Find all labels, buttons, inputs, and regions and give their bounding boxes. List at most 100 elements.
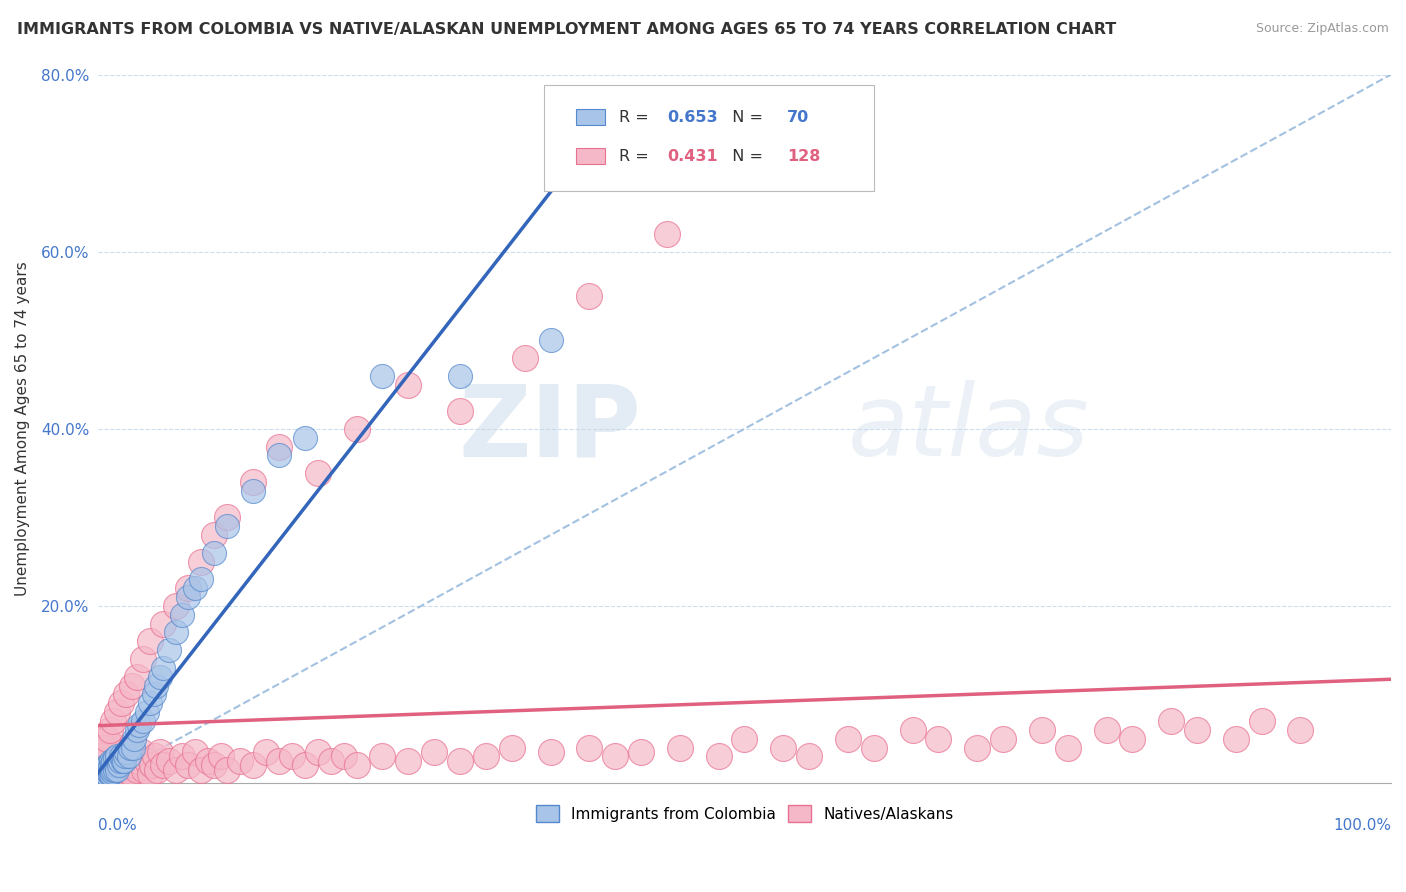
Point — [319, 754, 342, 768]
Point — [125, 670, 148, 684]
Point — [93, 740, 115, 755]
Point — [89, 767, 111, 781]
Point — [98, 760, 121, 774]
Point — [105, 749, 128, 764]
Point — [669, 740, 692, 755]
Text: IMMIGRANTS FROM COLOMBIA VS NATIVE/ALASKAN UNEMPLOYMENT AMONG AGES 65 TO 74 YEAR: IMMIGRANTS FROM COLOMBIA VS NATIVE/ALASK… — [17, 22, 1116, 37]
Point — [966, 740, 988, 755]
Point — [371, 749, 394, 764]
Point — [605, 749, 627, 764]
Point — [103, 714, 125, 728]
Point — [97, 758, 120, 772]
Point — [93, 767, 115, 781]
Point — [267, 448, 290, 462]
Point — [267, 440, 290, 454]
Point — [90, 754, 112, 768]
Point — [94, 731, 117, 746]
Point — [112, 754, 135, 768]
Point — [122, 758, 145, 772]
Point — [209, 749, 232, 764]
Point — [170, 607, 193, 622]
Point — [202, 758, 225, 772]
Point — [110, 763, 132, 777]
Point — [1121, 731, 1143, 746]
Point — [901, 723, 924, 737]
Point — [98, 754, 121, 768]
Point — [100, 763, 122, 777]
Point — [1095, 723, 1118, 737]
Text: 0.0%: 0.0% — [98, 819, 136, 833]
Point — [138, 697, 160, 711]
Point — [217, 519, 239, 533]
Point — [125, 763, 148, 777]
Point — [97, 769, 120, 783]
Point — [110, 749, 132, 764]
Point — [105, 705, 128, 719]
FancyBboxPatch shape — [544, 85, 873, 192]
Bar — [576, 109, 605, 125]
Point — [96, 758, 118, 772]
Point — [94, 763, 117, 777]
Point — [105, 767, 128, 781]
Point — [1289, 723, 1312, 737]
Point — [89, 767, 111, 781]
Point — [837, 731, 859, 746]
Point — [307, 745, 329, 759]
Point — [152, 661, 174, 675]
Point — [630, 745, 652, 759]
Point — [90, 740, 112, 755]
Point — [396, 377, 419, 392]
Point — [89, 772, 111, 786]
Point — [96, 740, 118, 755]
Point — [93, 760, 115, 774]
Point — [242, 758, 264, 772]
Point — [89, 749, 111, 764]
Point — [115, 688, 138, 702]
Point — [141, 758, 163, 772]
Point — [165, 599, 187, 613]
Point — [190, 555, 212, 569]
Point — [142, 688, 165, 702]
Point — [157, 754, 180, 768]
Point — [98, 723, 121, 737]
Point — [93, 772, 115, 786]
Point — [96, 760, 118, 774]
Point — [655, 227, 678, 241]
Point — [143, 749, 166, 764]
Point — [91, 758, 114, 772]
Point — [128, 718, 150, 732]
Point — [104, 754, 127, 768]
Text: 70: 70 — [787, 110, 810, 125]
Point — [132, 714, 155, 728]
Point — [105, 745, 128, 759]
Point — [107, 758, 129, 772]
Point — [1250, 714, 1272, 728]
Point — [97, 767, 120, 781]
Text: Source: ZipAtlas.com: Source: ZipAtlas.com — [1256, 22, 1389, 36]
Point — [87, 776, 110, 790]
Point — [103, 763, 125, 777]
Bar — [576, 148, 605, 164]
Point — [96, 767, 118, 781]
Point — [105, 763, 128, 777]
Point — [1225, 731, 1247, 746]
Point — [91, 769, 114, 783]
Point — [91, 765, 114, 780]
Point — [177, 590, 200, 604]
Point — [110, 697, 132, 711]
Point — [97, 765, 120, 780]
Point — [111, 754, 134, 768]
Point — [1031, 723, 1053, 737]
Point — [267, 754, 290, 768]
Point — [94, 763, 117, 777]
Point — [254, 745, 277, 759]
Point — [101, 765, 124, 780]
Point — [138, 634, 160, 648]
Point — [93, 749, 115, 764]
Point — [294, 431, 316, 445]
Point — [152, 616, 174, 631]
Point — [217, 763, 239, 777]
Point — [149, 670, 172, 684]
Point — [100, 754, 122, 768]
Point — [101, 756, 124, 771]
